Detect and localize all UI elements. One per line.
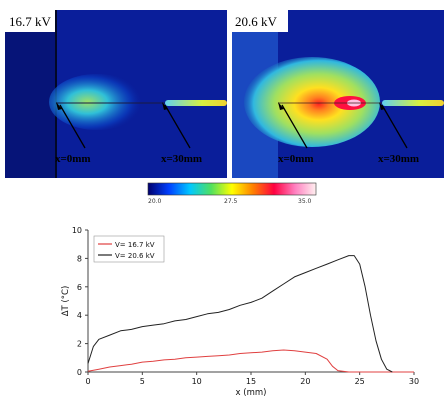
thermal-image-1-label: 16.7 kV (9, 14, 52, 29)
x0-marker-label: x=0mm (278, 153, 314, 165)
y-tick-label: 2 (77, 340, 82, 349)
legend-box (93, 235, 165, 263)
x0-marker-arrow (59, 104, 86, 149)
y-tick-label: 4 (77, 311, 82, 320)
x30-marker-label: x=30mm (161, 153, 202, 165)
legend-label-2: V= 20.6 kV (115, 252, 155, 260)
x0-marker-label: x=0mm (55, 153, 91, 165)
x-tick-label: 25 (355, 377, 365, 386)
y-tick-label: 0 (77, 368, 82, 377)
x30-marker-label: x=30mm (378, 153, 419, 165)
colorbar-tick-mid: 27.5 (224, 198, 238, 205)
colorbar-tick-max: 35.0 (298, 198, 312, 205)
y-tick-label: 6 (77, 283, 82, 292)
x-tick-label: 30 (409, 377, 419, 386)
x-tick-label: 10 (192, 377, 202, 386)
temperature-rise-chart: 0 5 10 15 20 25 30 0 2 4 6 8 10 x (mm) ΔT (°C) V= 16.7… (61, 226, 419, 398)
x-axis-label: x (mm) (236, 388, 267, 398)
y-tick-label: 10 (72, 226, 82, 235)
legend-label-1: V= 16.7 kV (115, 241, 155, 249)
x-tick-label: 5 (140, 377, 145, 386)
x0-marker-arrow (281, 104, 308, 149)
x30-marker-arrow (164, 104, 191, 149)
thermal-image-2-label: 20.6 kV (235, 14, 278, 29)
x30-marker-arrow (381, 104, 408, 149)
y-tick-label: 8 (77, 254, 82, 263)
x-tick-label: 20 (300, 377, 310, 386)
thermal-image-1: 16.7 kV x=0mm x=30mm (5, 10, 227, 178)
x-tick-label: 0 (85, 377, 90, 386)
series-line-1 (87, 349, 414, 373)
y-axis-label: ΔT (°C) (61, 286, 71, 317)
thermal-image-2: 20.6 kV x=0mm x=30mm (232, 10, 444, 178)
colorbar-tick-min: 20.0 (148, 198, 162, 205)
temperature-colorbar: 20.0 27.5 35.0 (147, 182, 317, 205)
series-line-2 (87, 255, 393, 373)
x-tick-label: 15 (246, 377, 256, 386)
